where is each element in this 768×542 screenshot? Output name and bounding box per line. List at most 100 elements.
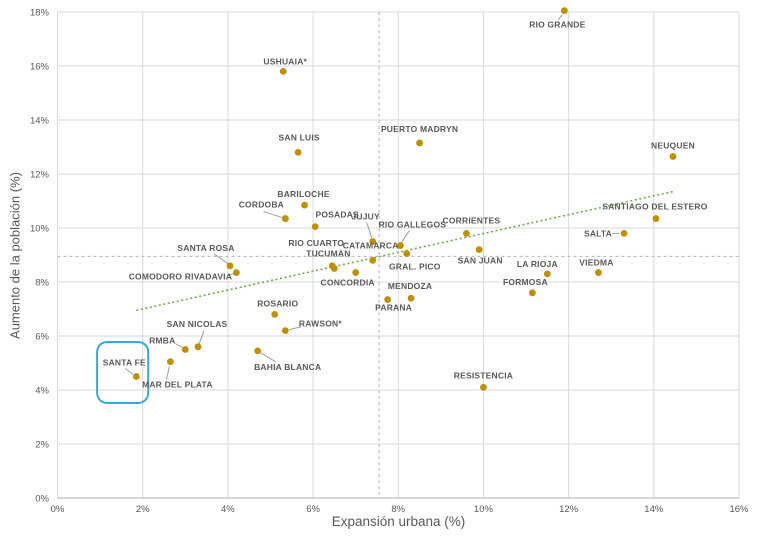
- point-label: SANTA ROSA: [177, 243, 234, 253]
- point-label: NEUQUEN: [651, 140, 695, 150]
- y-tick-label: 0%: [35, 494, 49, 505]
- leader-line: [260, 352, 276, 363]
- point-label: RMBA: [149, 336, 175, 346]
- point-label: RESISTENCIA: [454, 370, 513, 380]
- x-tick-label: 12%: [559, 504, 579, 515]
- x-tick-label: 8%: [391, 504, 405, 515]
- leader-line: [366, 222, 373, 238]
- y-tick-label: 18%: [30, 8, 50, 19]
- x-tick-label: 14%: [644, 504, 664, 515]
- x-tick-label: 6%: [306, 504, 320, 515]
- y-tick-label: 8%: [35, 278, 49, 289]
- data-point: [369, 257, 377, 264]
- point-label: RIO GRANDE: [529, 20, 585, 30]
- x-tick-label: 16%: [729, 504, 749, 515]
- data-point: [232, 269, 240, 276]
- point-label: PUERTO MADRYN: [381, 124, 458, 134]
- data-point: [226, 262, 234, 270]
- data-point: [543, 270, 551, 278]
- data-point: [132, 373, 140, 380]
- y-tick-label: 12%: [30, 170, 50, 181]
- leader-line: [400, 230, 410, 243]
- data-point: [281, 215, 289, 222]
- data-point: [181, 346, 189, 353]
- data-point: [403, 250, 411, 258]
- y-axis-title: Aumento de la población (%): [7, 172, 23, 339]
- data-point: [352, 269, 360, 276]
- data-point: [480, 383, 487, 391]
- point-label: LA RIOJA: [517, 259, 558, 269]
- data-point: [416, 139, 423, 147]
- x-axis-title: Expansión urbana (%): [331, 514, 466, 529]
- highlight-box: [96, 340, 150, 404]
- point-label: JUJUY: [351, 212, 380, 222]
- y-tick-label: 14%: [30, 116, 50, 127]
- leader-line: [213, 253, 229, 265]
- x-tick-label: 0%: [51, 504, 65, 515]
- point-label: CORRIENTES: [443, 215, 501, 225]
- point-label: CORDOBA: [239, 200, 284, 210]
- data-point: [166, 358, 174, 366]
- data-point: [669, 153, 677, 160]
- point-label: RAWSON*: [299, 319, 342, 329]
- leader-line: [289, 326, 302, 331]
- data-point: [620, 230, 628, 237]
- data-point: [194, 343, 202, 351]
- point-label: RIO CUARTO: [288, 238, 344, 248]
- data-point: [330, 265, 338, 272]
- data-point: [279, 68, 287, 75]
- data-point: [463, 230, 470, 237]
- point-label: PARANA: [375, 303, 412, 313]
- x-tick-label: 2%: [136, 504, 150, 515]
- y-tick-label: 10%: [30, 224, 50, 235]
- x-tick-label: 4%: [221, 504, 235, 515]
- data-point: [294, 149, 302, 156]
- point-label: SANTA FE: [103, 358, 146, 368]
- leader-line: [175, 343, 183, 348]
- y-tick-label: 16%: [30, 62, 50, 73]
- data-point: [407, 294, 415, 302]
- data-point: [560, 7, 568, 15]
- data-point: [652, 215, 660, 222]
- data-point: [301, 201, 308, 209]
- point-label: GRAL. PICO: [389, 262, 441, 272]
- data-point: [254, 347, 262, 355]
- point-label: POSADAS: [315, 210, 359, 220]
- point-label: MAR DEL PLATA: [142, 380, 213, 390]
- point-label: MENDOZA: [388, 281, 432, 291]
- point-label: BARILOCHE: [277, 189, 329, 199]
- leader-line: [198, 330, 205, 344]
- point-label: VIEDMA: [579, 258, 613, 268]
- leader-line: [263, 211, 283, 219]
- x-tick-label: 10%: [474, 504, 494, 515]
- point-label: SANTIAGO DEL ESTERO: [602, 202, 707, 212]
- data-point: [396, 242, 404, 249]
- point-label: CONCORDIA: [321, 278, 375, 288]
- point-label: SAN NICOLAS: [167, 319, 228, 329]
- y-tick-label: 2%: [35, 440, 49, 451]
- point-label: TUCUMAN: [306, 249, 350, 259]
- data-point: [271, 311, 279, 318]
- data-point: [281, 327, 289, 334]
- y-tick-label: 4%: [35, 386, 49, 397]
- data-point: [384, 296, 392, 303]
- leader-line: [165, 366, 170, 380]
- data-point: [369, 238, 377, 245]
- leader-line: [228, 273, 234, 277]
- point-label: COMODORO RIVADAVIA: [129, 272, 232, 282]
- point-label: CATAMARCA: [343, 240, 399, 250]
- data-point: [529, 289, 536, 297]
- point-label: SALTA: [584, 228, 612, 238]
- leader-line: [124, 368, 134, 375]
- point-label: ROSARIO: [257, 298, 298, 308]
- leader-line: [557, 14, 563, 20]
- point-label: RIO GALLEGOS: [379, 220, 447, 230]
- point-label: SAN LUIS: [279, 132, 320, 142]
- y-tick-label: 6%: [35, 332, 49, 343]
- data-point: [311, 223, 319, 231]
- point-label: SAN JUAN: [458, 256, 503, 266]
- point-label: USHUAIA*: [263, 56, 307, 66]
- data-point: [595, 269, 602, 276]
